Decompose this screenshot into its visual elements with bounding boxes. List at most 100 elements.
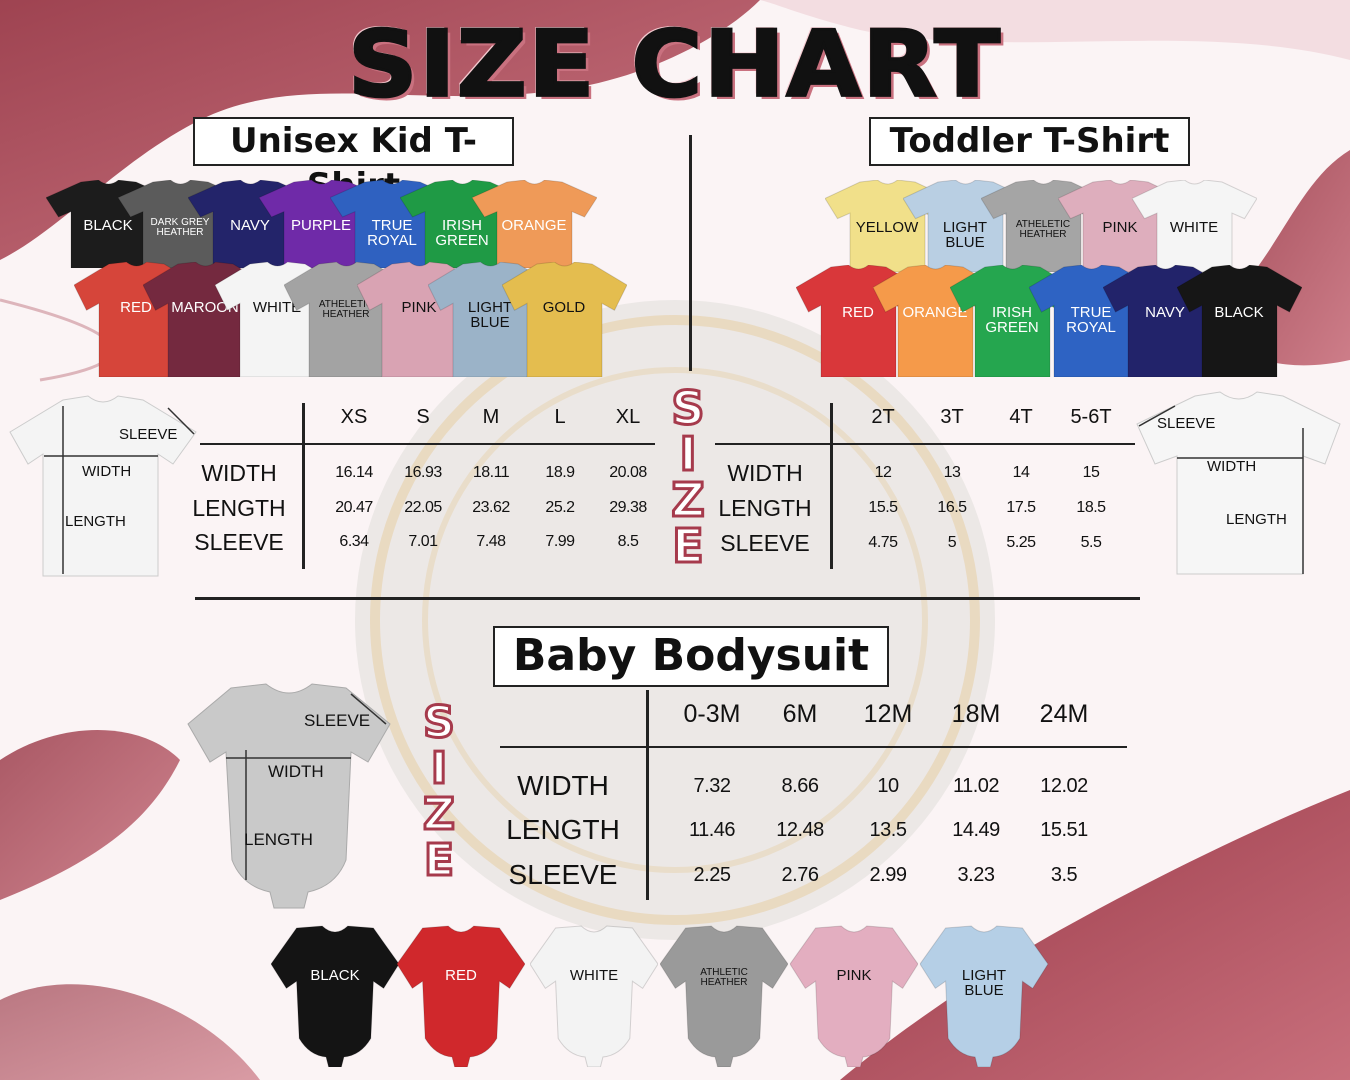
color-label: RED (842, 304, 874, 321)
table-cell: 2.99 (869, 864, 907, 886)
table-cell: 18.5 (1076, 499, 1106, 517)
color-label: LIGHT BLUE (961, 967, 1007, 999)
color-label: WHITE (252, 299, 302, 316)
row-label: WIDTH (201, 460, 277, 487)
color-label: PURPLE (290, 217, 352, 234)
section-divider (195, 597, 1140, 600)
table-divider (830, 403, 833, 569)
shirt-swatch: GOLD (501, 262, 627, 377)
shirt-swatch: PINK (790, 924, 918, 1067)
shirt-swatch: ATHLETIC HEATHER (660, 924, 788, 1067)
table-cell: 2.25 (693, 864, 731, 886)
size-letter: S (670, 381, 706, 435)
table-cell: 25.2 (545, 499, 575, 517)
table-cell: 7.32 (693, 775, 731, 797)
width-label: WIDTH (268, 762, 324, 781)
table-cell: 3.5 (1050, 864, 1078, 886)
table-cell: 5.5 (1080, 534, 1102, 552)
t-shirt-icon (471, 180, 597, 268)
color-label: TRUE ROYAL (367, 217, 417, 249)
length-label: LENGTH (1226, 511, 1287, 528)
size-header: XS (340, 406, 368, 428)
color-label: IRISH GREEN (435, 217, 489, 249)
color-label: YELLOW (855, 219, 919, 236)
size-header: 6M (782, 700, 818, 728)
table-cell: 23.62 (472, 499, 510, 517)
size-header: 12M (863, 700, 913, 728)
table-divider (646, 690, 649, 900)
toddler-shirt-diagram: SLEEVE WIDTH LENGTH (1135, 388, 1343, 580)
table-cell: 22.05 (404, 499, 442, 517)
shirt-swatch: WHITE (1131, 180, 1257, 272)
t-shirt-icon (1131, 180, 1257, 272)
table-cell: 7.99 (545, 533, 575, 551)
color-label: DARK GREY HEATHER (150, 217, 210, 238)
table-cell: 18.11 (472, 464, 510, 482)
bodysuit-icon (660, 925, 788, 1067)
bodysuit-icon (397, 925, 525, 1067)
table-cell: 20.08 (609, 464, 647, 482)
color-label: LIGHT BLUE (942, 219, 988, 251)
color-label: RED (120, 299, 152, 316)
table-cell: 18.9 (545, 464, 575, 482)
bodysuit-icon (920, 925, 1048, 1067)
size-letter: S (422, 697, 457, 748)
shirt-swatch: ORANGE (471, 180, 597, 268)
size-header: 24M (1039, 700, 1089, 728)
color-label: MAROON (171, 299, 239, 316)
toddler-heading: Toddler T-Shirt (869, 117, 1190, 166)
table-cell: 12.02 (1040, 775, 1088, 797)
size-header: 5-6T (1070, 406, 1112, 428)
row-label: LENGTH (506, 814, 620, 846)
width-label: WIDTH (1207, 458, 1257, 475)
color-label: NAVY (1145, 304, 1185, 321)
table-cell: 17.5 (1006, 499, 1036, 517)
shirt-swatch: WHITE (530, 924, 658, 1067)
table-cell: 16.14 (335, 464, 373, 482)
t-shirt-icon (1176, 265, 1302, 377)
color-label: WHITE (1169, 219, 1219, 236)
color-label: ORANGE (902, 304, 968, 321)
bodysuit-icon (790, 925, 918, 1067)
bodysuit-icon (271, 925, 399, 1067)
color-label: IRISH GREEN (985, 304, 1039, 336)
size-header: 2T (871, 406, 895, 428)
sleeve-label: SLEEVE (304, 711, 371, 730)
size-header: 4T (1009, 406, 1033, 428)
table-cell: 16.5 (937, 499, 967, 517)
size-header: 3T (940, 406, 964, 428)
color-label: PINK (1102, 219, 1138, 236)
sleeve-label: SLEEVE (1157, 415, 1216, 432)
table-cell: 8.66 (781, 775, 819, 797)
table-cell: 11.02 (952, 775, 1000, 797)
kid-shirt-diagram: SLEEVE WIDTH LENGTH (8, 392, 198, 582)
table-cell: 11.46 (688, 819, 736, 841)
bodysuit-icon (530, 925, 658, 1067)
length-label: LENGTH (244, 830, 313, 849)
size-header: M (482, 406, 500, 428)
baby-heading: Baby Bodysuit (493, 626, 889, 687)
color-label: BLACK (310, 967, 360, 984)
kid-heading: Unisex Kid T-Shirt (193, 117, 514, 206)
color-label: ATHLETIC HEATHER (700, 967, 748, 988)
color-label: WHITE (569, 967, 619, 984)
color-label: BLACK (83, 217, 133, 234)
size-header: S (416, 406, 430, 428)
table-cell: 8.5 (617, 533, 639, 551)
shirt-swatch: RED (397, 924, 525, 1067)
color-label: PINK (836, 967, 872, 984)
table-cell: 5 (947, 534, 957, 552)
table-cell: 29.38 (609, 499, 647, 517)
shirt-swatch: BLACK (271, 924, 399, 1067)
table-divider (715, 443, 1135, 445)
size-letter: Z (670, 473, 706, 527)
color-label: TRUE ROYAL (1066, 304, 1116, 336)
table-cell: 16.93 (404, 464, 442, 482)
table-cell: 6.34 (339, 533, 369, 551)
color-label: ORANGE (501, 217, 567, 234)
table-cell: 12 (874, 464, 892, 482)
size-header: L (554, 406, 566, 428)
shirt-swatch: BLACK (1176, 265, 1302, 377)
row-label: SLEEVE (508, 859, 618, 891)
